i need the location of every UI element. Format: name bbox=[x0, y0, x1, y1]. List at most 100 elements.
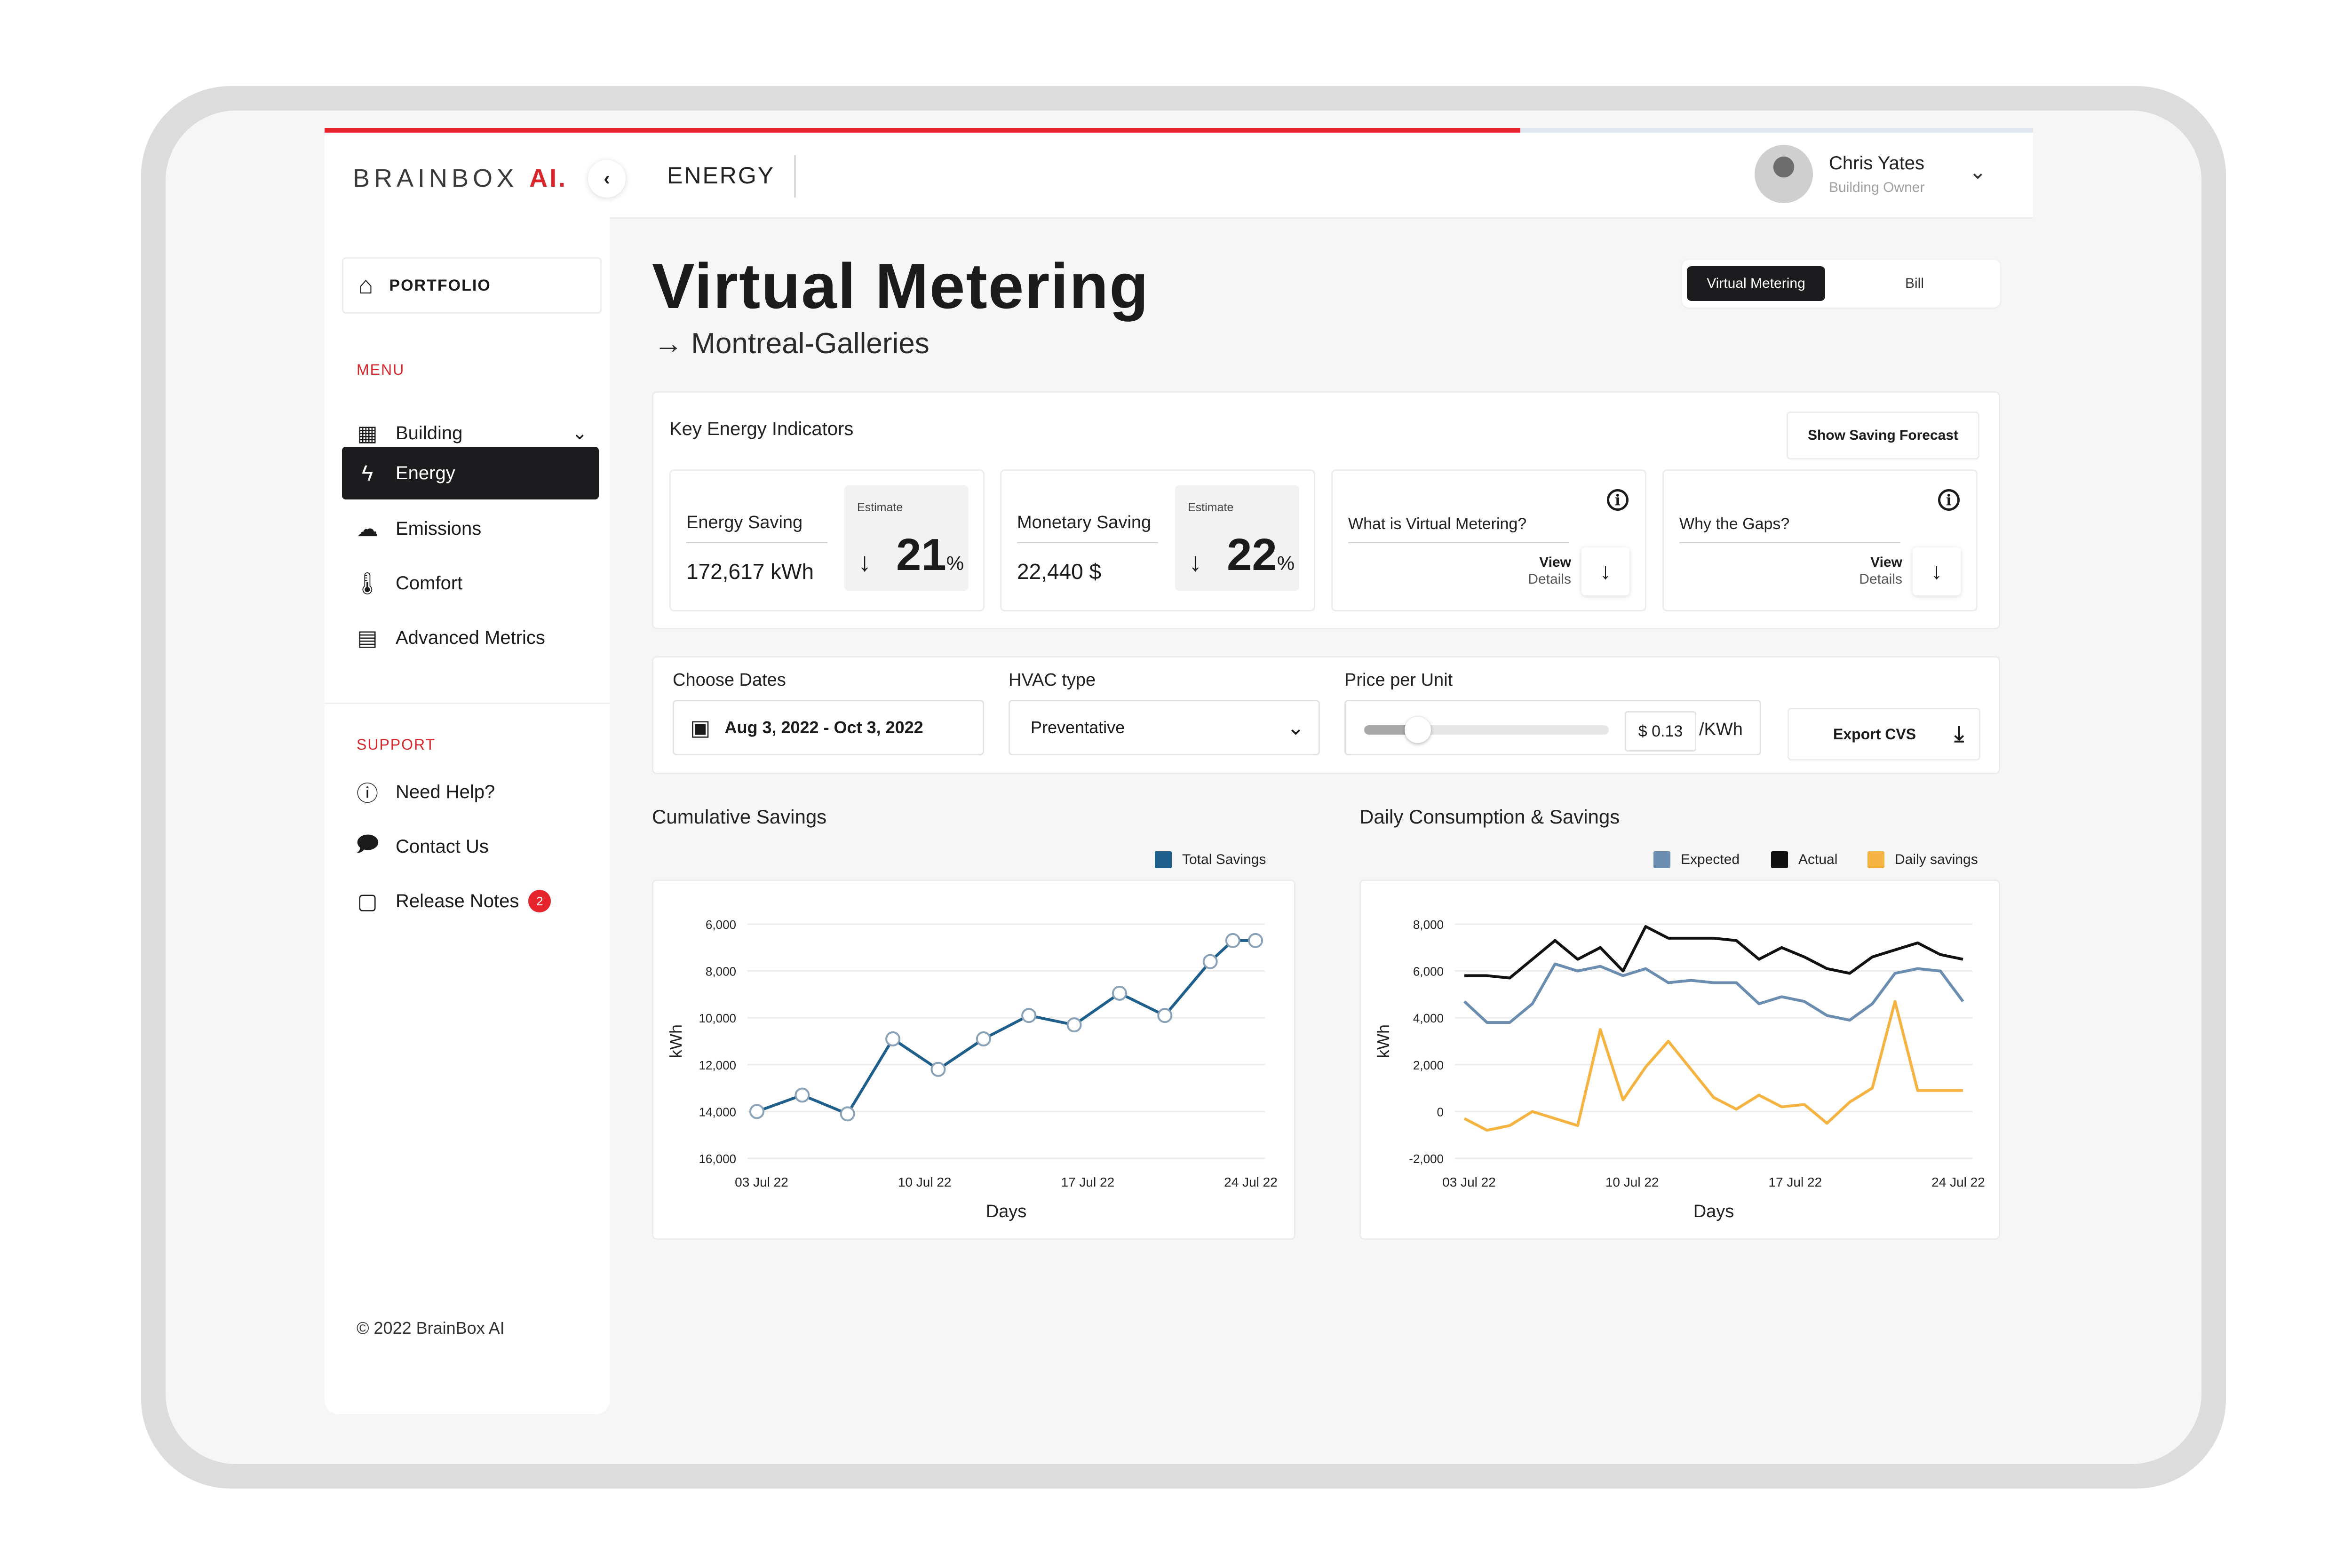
y-tick-label: 10,000 bbox=[699, 1011, 736, 1025]
export-button[interactable]: Export CVS ⤓ bbox=[1788, 708, 1980, 760]
estimate-label: Estimate bbox=[857, 501, 903, 514]
x-tick-label: 17 Jul 22 bbox=[1061, 1175, 1115, 1189]
y-tick-label: 14,000 bbox=[699, 1105, 736, 1119]
kpi-value: 172,617 kWh bbox=[686, 559, 814, 584]
x-tick-label: 17 Jul 22 bbox=[1769, 1175, 1822, 1189]
tab-virtual-metering[interactable]: Virtual Metering bbox=[1687, 266, 1825, 301]
price-slider-fill bbox=[1364, 725, 1418, 735]
kpi-value: 22,440 $ bbox=[1017, 559, 1102, 584]
choose-dates-label: Choose Dates bbox=[673, 670, 786, 690]
sidebar-item-comfort[interactable]: 🌡 Comfort bbox=[342, 557, 599, 610]
data-point bbox=[1112, 985, 1127, 1001]
header-divider bbox=[794, 155, 796, 198]
info-icon[interactable]: i bbox=[1938, 489, 1960, 511]
section-title: ENERGY bbox=[667, 162, 775, 189]
support-section-label: SUPPORT bbox=[357, 736, 436, 753]
download-icon: ⤓ bbox=[1954, 721, 1964, 746]
menu-section-label: MENU bbox=[357, 361, 405, 378]
y-tick-label: 2,000 bbox=[1413, 1058, 1444, 1072]
sidebar-item-building[interactable]: ▦ Building ⌄ bbox=[342, 407, 599, 459]
x-tick-label: 10 Jul 22 bbox=[1605, 1175, 1659, 1189]
info-divider bbox=[1679, 542, 1900, 543]
x-tick-label: 24 Jul 22 bbox=[1931, 1175, 1985, 1189]
date-range-input[interactable]: ▣ Aug 3, 2022 - Oct 3, 2022 bbox=[673, 700, 984, 755]
y-axis-label: kWh bbox=[1374, 1024, 1393, 1058]
data-point bbox=[749, 1104, 764, 1119]
lightning-icon: ϟ bbox=[361, 461, 373, 485]
x-tick-label: 03 Jul 22 bbox=[1442, 1175, 1496, 1189]
export-label: Export CVS bbox=[1833, 725, 1916, 743]
view-details-button[interactable]: ↓ bbox=[1581, 547, 1629, 595]
data-point bbox=[1021, 1008, 1037, 1023]
sidebar-item-release-notes[interactable]: ▢ Release Notes 2 bbox=[342, 875, 599, 927]
sidebar-item-emissions[interactable]: ☁ Emissions bbox=[342, 502, 599, 555]
price-slider-handle[interactable] bbox=[1405, 717, 1431, 743]
sidebar-item-need-help[interactable]: ⓘ Need Help? bbox=[342, 766, 599, 818]
calendar-icon: ▣ bbox=[690, 715, 711, 740]
data-point bbox=[1066, 1017, 1082, 1033]
sidebar-item-advanced-metrics[interactable]: ▤ Advanced Metrics bbox=[342, 611, 599, 664]
legend-swatch bbox=[1771, 851, 1788, 868]
arrow-down-icon: ↓ bbox=[858, 547, 871, 577]
sidebar-item-label: Release Notes bbox=[396, 890, 519, 911]
user-role: Building Owner bbox=[1829, 180, 1925, 195]
arrow-down-icon: ↓ bbox=[1189, 547, 1202, 577]
arrow-right-icon: → bbox=[654, 327, 683, 360]
data-point bbox=[930, 1061, 946, 1077]
chart-icon: ▤ bbox=[357, 626, 378, 650]
x-tick-label: 10 Jul 22 bbox=[898, 1175, 952, 1189]
legend-item[interactable]: Actual bbox=[1771, 851, 1837, 868]
portfolio-button[interactable]: ⌂ PORTFOLIO bbox=[342, 257, 602, 314]
y-tick-label: 4,000 bbox=[1413, 1011, 1444, 1025]
show-saving-forecast-button[interactable]: Show Saving Forecast bbox=[1787, 412, 1979, 459]
subtitle-text: Montreal-Galleries bbox=[691, 327, 930, 360]
legend-item[interactable]: Expected bbox=[1653, 851, 1740, 868]
kpi-divider bbox=[686, 542, 827, 543]
y-tick-label: 16,000 bbox=[699, 1152, 736, 1166]
avatar[interactable] bbox=[1755, 145, 1813, 203]
y-tick-label: 6,000 bbox=[706, 918, 736, 932]
legend-item[interactable]: Daily savings bbox=[1867, 851, 1978, 868]
y-tick-label: 8,000 bbox=[1413, 918, 1444, 932]
tab-bill[interactable]: Bill bbox=[1905, 276, 1924, 291]
x-tick-label: 03 Jul 22 bbox=[735, 1175, 788, 1189]
data-point bbox=[1202, 954, 1218, 969]
sidebar-item-label: Contact Us bbox=[396, 836, 489, 857]
data-point bbox=[976, 1031, 991, 1047]
data-point bbox=[795, 1087, 810, 1103]
hvac-type-select[interactable]: Preventative ⌄ bbox=[1009, 700, 1320, 755]
arrow-down-icon: ↓ bbox=[1600, 559, 1611, 584]
legend-swatch bbox=[1653, 851, 1670, 868]
kei-title: Key Energy Indicators bbox=[669, 419, 854, 439]
brand-logo: BRAINBOX AI. bbox=[353, 164, 568, 192]
daily-consumption-svg: 8,000 6,000 4,000 2,000 0 -2,000 03 Jul 22 10 J… bbox=[1374, 918, 1985, 1221]
estimate-value: 22% bbox=[1227, 530, 1295, 580]
kpi-label: Energy Saving bbox=[686, 513, 803, 532]
sidebar-item-contact-us[interactable]: 🗩 Contact Us bbox=[342, 820, 599, 873]
sidebar-item-label: Advanced Metrics bbox=[396, 627, 545, 648]
collapse-sidebar-button[interactable]: ‹ bbox=[588, 160, 626, 198]
x-axis-label: Days bbox=[986, 1202, 1027, 1221]
x-axis-label: Days bbox=[1693, 1202, 1734, 1221]
price-input[interactable]: $ 0.13 bbox=[1625, 711, 1696, 752]
chevron-down-icon[interactable]: ⌄ bbox=[572, 423, 588, 443]
legend-item[interactable]: Total Savings bbox=[1155, 851, 1266, 868]
kpi-divider bbox=[1017, 542, 1158, 543]
x-tick-label: 24 Jul 22 bbox=[1224, 1175, 1278, 1189]
portfolio-label: PORTFOLIO bbox=[389, 276, 491, 294]
page-subtitle: → Montreal-Galleries bbox=[654, 327, 930, 360]
sidebar-item-energy[interactable]: ϟ Energy bbox=[342, 447, 599, 499]
info-icon[interactable]: i bbox=[1607, 489, 1629, 511]
view-details-button[interactable]: ↓ bbox=[1913, 547, 1961, 595]
price-unit: /KWh bbox=[1699, 720, 1743, 739]
user-menu-chevron-icon[interactable]: ⌄ bbox=[1969, 160, 1986, 183]
chart-title: Daily Consumption & Savings bbox=[1359, 806, 1620, 828]
cloud-icon: ☁ bbox=[357, 516, 378, 541]
top-bar bbox=[610, 133, 2033, 219]
home-icon: ⌂ bbox=[358, 272, 373, 299]
estimate-box bbox=[1175, 485, 1299, 591]
y-axis-label: kWh bbox=[666, 1024, 685, 1058]
progress-bar-fill bbox=[325, 128, 1521, 133]
chat-alert-icon: 🗩 bbox=[355, 832, 380, 856]
series-line-daily-savings bbox=[1463, 1000, 1963, 1132]
